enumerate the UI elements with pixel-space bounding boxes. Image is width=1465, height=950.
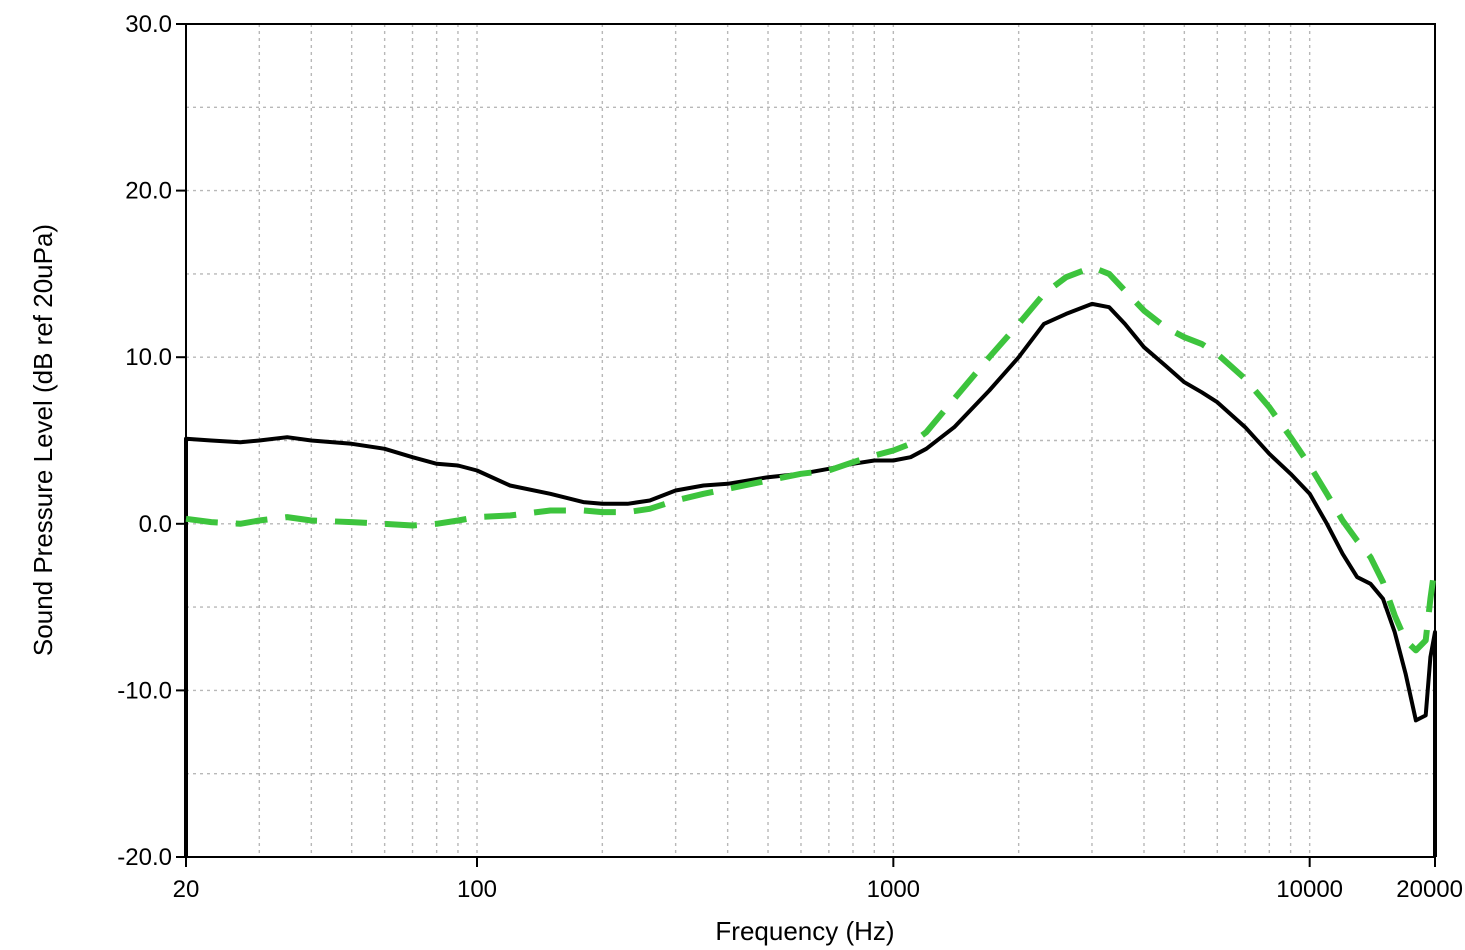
- y-tick-label: 20.0: [125, 178, 172, 205]
- y-tick-label: 0.0: [139, 511, 172, 538]
- x-tick-label: 100: [457, 876, 497, 903]
- x-tick-label: 20: [173, 876, 200, 903]
- series-line-solid: [184, 301, 1437, 857]
- series-line-dashed: [185, 264, 1438, 654]
- y-tick-label: 10.0: [125, 344, 172, 371]
- x-axis-ticks: 20 100 1000 10000 20000: [173, 857, 1463, 903]
- x-tick-label: 10000: [1276, 876, 1343, 903]
- x-tick-label: 1000: [867, 876, 920, 903]
- y-tick-label: -10.0: [117, 677, 172, 704]
- series-lines: [184, 264, 1438, 857]
- y-axis-title: Sound Pressure Level (dB ref 20uPa): [28, 224, 58, 656]
- y-tick-label: -20.0: [117, 844, 172, 871]
- y-axis-ticks: 30.0 20.0 10.0 0.0 -10.0 -20.0: [117, 11, 186, 871]
- grid-lines: [186, 24, 1435, 857]
- x-tick-label: 20000: [1396, 876, 1463, 903]
- x-axis-title: Frequency (Hz): [715, 916, 894, 946]
- y-tick-label: 30.0: [125, 11, 172, 38]
